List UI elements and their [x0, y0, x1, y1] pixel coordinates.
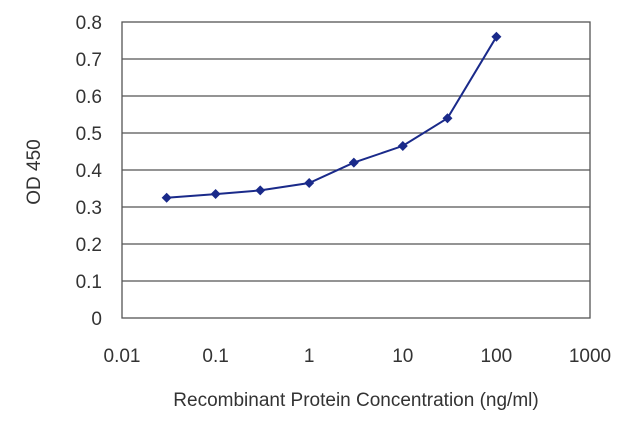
- data-point: [491, 31, 502, 42]
- data-point: [304, 177, 315, 188]
- y-tick-label: 0.3: [76, 198, 102, 219]
- x-tick-labels: 0.01 0.1 1 10 100 1000: [104, 346, 612, 367]
- y-tick-label: 0.4: [76, 161, 103, 182]
- x-tick-label: 10: [392, 346, 413, 367]
- y-axis-label: OD 450: [24, 139, 45, 204]
- x-tick-label: 1: [304, 346, 315, 367]
- series-line: [166, 36, 498, 199]
- y-tick-labels: 0 0.1 0.2 0.3 0.4 0.5 0.6 0.7 0.8: [76, 13, 103, 330]
- data-point: [348, 157, 359, 168]
- y-tick-label: 0: [91, 309, 102, 330]
- x-tick-label: 0.01: [104, 346, 141, 367]
- x-tick-label: 0.1: [202, 346, 228, 367]
- y-tick-label: 0.7: [76, 50, 102, 71]
- data-point: [161, 192, 172, 203]
- y-tick-label: 0.5: [76, 124, 102, 145]
- x-axis-label: Recombinant Protein Concentration (ng/ml…: [173, 390, 538, 411]
- y-tick-label: 0.6: [76, 87, 102, 108]
- data-point: [397, 140, 408, 151]
- y-tick-label: 0.8: [76, 13, 102, 34]
- data-point: [255, 185, 266, 196]
- x-tick-label: 1000: [569, 346, 611, 367]
- grid-layer: [121, 21, 591, 319]
- data-point: [442, 113, 453, 124]
- series-layer: [161, 31, 502, 203]
- y-tick-label: 0.2: [76, 235, 102, 256]
- x-tick-label: 100: [481, 346, 513, 367]
- data-point: [210, 189, 221, 200]
- y-tick-label: 0.1: [76, 272, 102, 293]
